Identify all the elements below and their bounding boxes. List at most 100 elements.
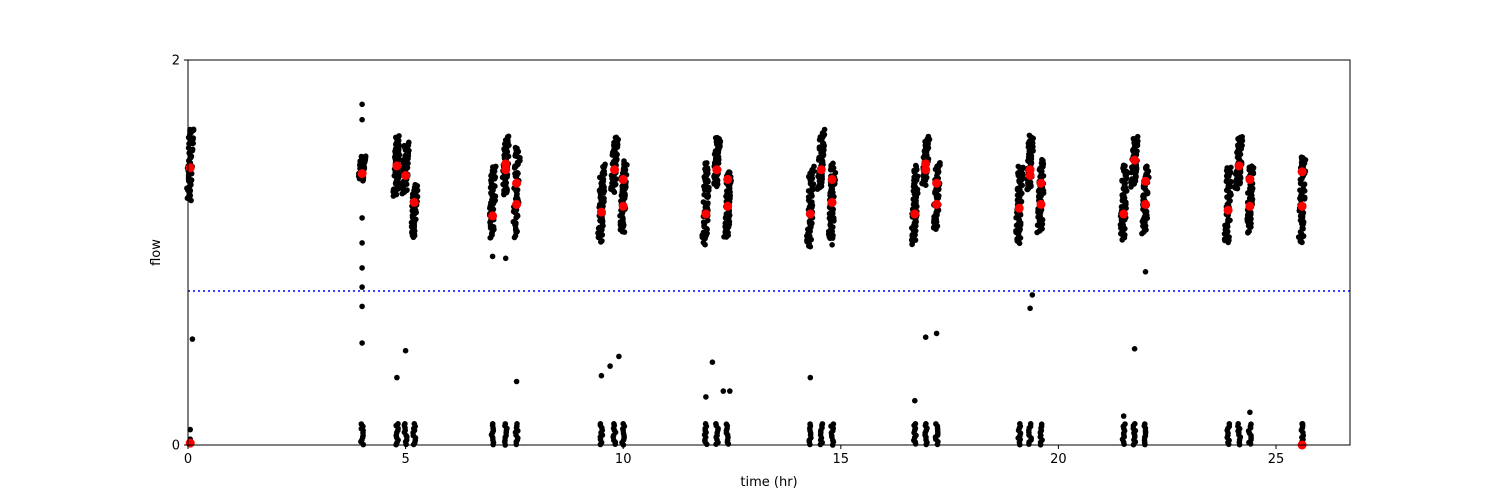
data-point <box>922 334 929 341</box>
data-point <box>505 133 512 140</box>
data-point <box>700 199 707 205</box>
data-point <box>925 133 932 140</box>
data-point <box>829 242 835 248</box>
data-point <box>1142 164 1149 171</box>
data-point <box>510 219 517 225</box>
data-point <box>396 133 402 139</box>
data-point <box>811 163 817 170</box>
data-point <box>361 154 367 161</box>
highlight-point <box>501 165 511 175</box>
data-point <box>412 181 419 188</box>
highlight-point <box>805 209 815 219</box>
x-tick-label: 5 <box>401 452 409 467</box>
data-point <box>709 359 716 366</box>
data-point <box>1027 421 1034 427</box>
data-point <box>411 421 418 427</box>
data-point <box>933 421 939 427</box>
data-point <box>400 165 407 171</box>
data-point <box>401 142 408 149</box>
data-point <box>514 170 521 176</box>
data-point <box>1027 305 1033 312</box>
highlight-point <box>1234 161 1244 171</box>
highlight-point <box>712 165 722 175</box>
data-point <box>1298 154 1305 160</box>
data-point <box>1120 413 1127 419</box>
highlight-point <box>827 197 837 207</box>
data-point <box>723 421 730 428</box>
highlight-point <box>701 209 711 219</box>
highlight-point <box>723 174 733 184</box>
data-point <box>701 191 707 198</box>
data-point <box>914 174 920 180</box>
highlight-point <box>618 174 628 184</box>
data-point <box>821 126 828 133</box>
data-point <box>1247 409 1253 416</box>
data-point <box>807 421 813 427</box>
data-point <box>1225 217 1231 223</box>
highlight-point <box>1223 205 1233 215</box>
highlight-point <box>1036 178 1046 188</box>
data-point <box>595 225 602 232</box>
data-point <box>1246 164 1253 171</box>
data-point <box>1301 181 1308 187</box>
data-point <box>597 421 604 427</box>
data-point <box>1026 132 1033 139</box>
data-point <box>703 394 709 400</box>
data-point <box>1020 164 1026 171</box>
data-point <box>1246 228 1252 235</box>
data-point <box>598 239 604 245</box>
x-tick-label: 10 <box>615 452 632 467</box>
data-point <box>620 421 626 427</box>
data-point <box>1132 421 1138 427</box>
data-point <box>502 255 509 262</box>
highlight-point <box>392 161 402 171</box>
data-point <box>359 303 365 310</box>
data-point <box>807 243 814 250</box>
data-point <box>713 421 719 427</box>
data-point <box>502 421 509 427</box>
highlight-point <box>1036 199 1046 209</box>
data-point <box>505 153 512 160</box>
x-tick-label: 0 <box>184 452 192 467</box>
data-point <box>502 179 509 185</box>
data-point <box>936 160 943 166</box>
y-axis-label: flow <box>149 239 164 266</box>
data-point <box>602 161 608 168</box>
plot-background <box>188 60 1350 445</box>
highlight-point <box>1141 199 1150 209</box>
highlight-point <box>409 197 419 207</box>
highlight-point <box>1245 201 1255 211</box>
data-point <box>187 426 193 433</box>
highlight-point <box>1130 155 1140 165</box>
data-point <box>490 164 496 170</box>
data-point <box>727 388 733 394</box>
highlight-point <box>488 211 498 221</box>
highlight-point <box>1119 209 1129 219</box>
data-point <box>1131 346 1138 352</box>
points-layer <box>184 101 1309 450</box>
x-tick-label: 25 <box>1268 452 1285 467</box>
highlight-point <box>618 201 628 211</box>
data-point <box>190 126 197 133</box>
data-point <box>513 378 520 385</box>
data-point <box>1134 133 1141 140</box>
data-point <box>1039 156 1045 163</box>
data-point <box>394 374 400 381</box>
data-point <box>1239 134 1245 140</box>
data-point <box>1228 164 1234 171</box>
data-point <box>1235 421 1241 427</box>
highlight-point <box>816 165 826 175</box>
data-point <box>611 421 617 427</box>
data-point <box>1038 421 1045 428</box>
data-point <box>395 421 401 427</box>
data-point <box>489 253 496 260</box>
data-point <box>1142 269 1149 275</box>
data-point <box>807 374 814 381</box>
data-point <box>1014 185 1021 192</box>
y-tick-label: 2 <box>172 54 180 69</box>
highlight-point <box>723 201 733 211</box>
data-point <box>185 145 192 151</box>
data-point <box>1029 292 1036 298</box>
data-point <box>934 223 941 229</box>
